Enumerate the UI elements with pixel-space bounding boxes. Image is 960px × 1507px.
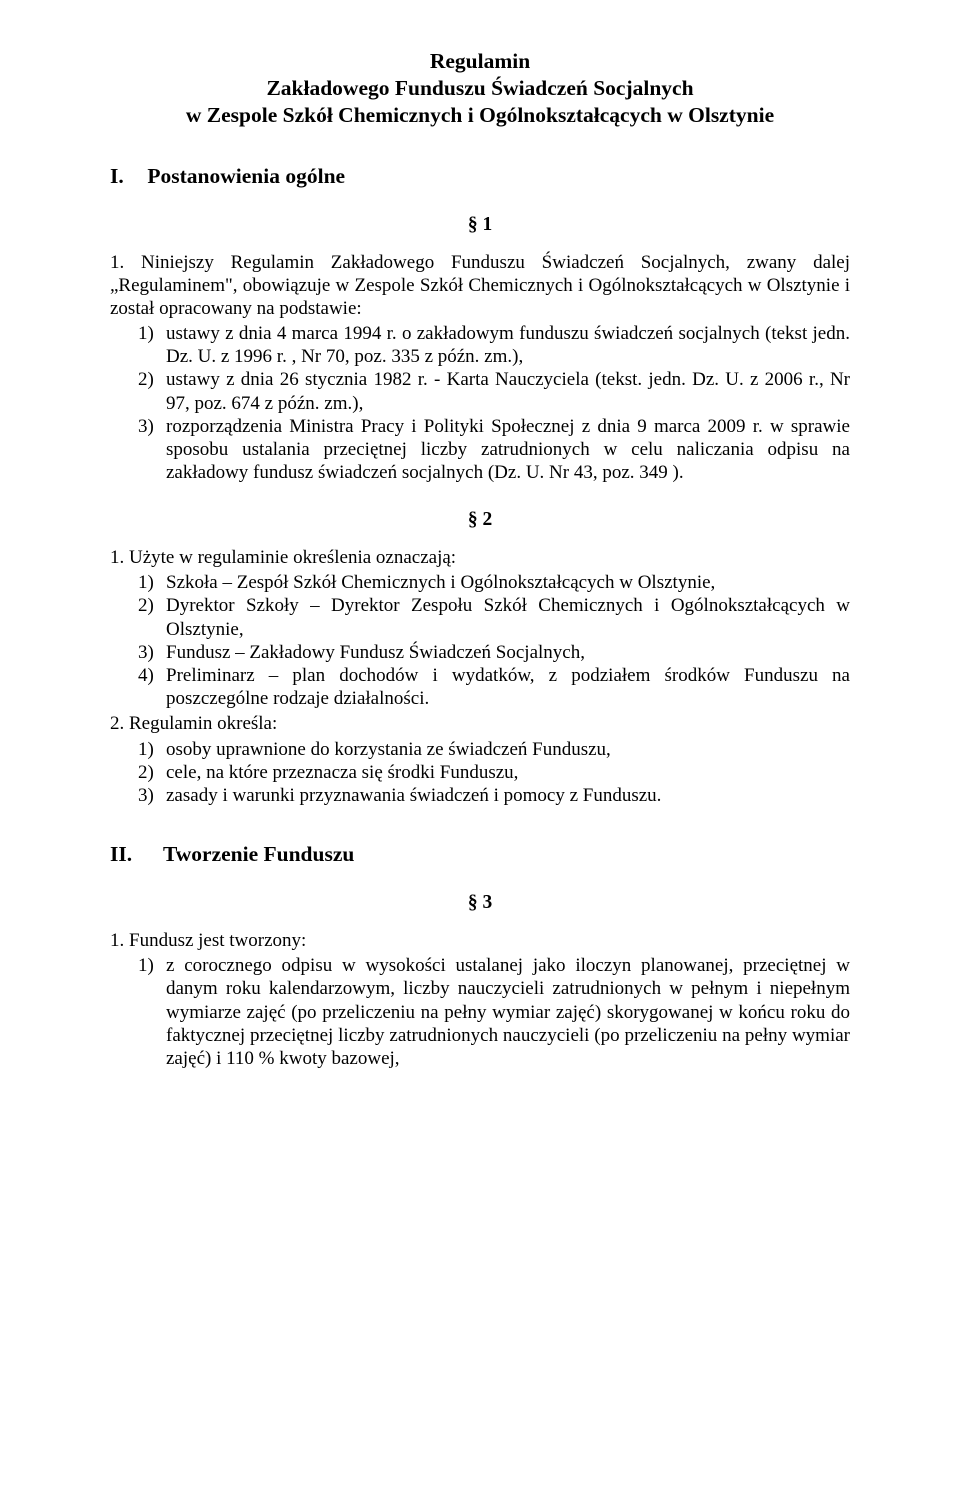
item-number: 2) (138, 761, 166, 784)
list-item: 1) z corocznego odpisu w wysokości ustal… (138, 954, 850, 1070)
item-text: ustawy z dnia 26 stycznia 1982 r. - Kart… (166, 368, 850, 414)
sec2-g1-list: 1) Szkoła – Zespół Szkół Chemicznych i O… (110, 571, 850, 710)
section-1-text: Postanowienia ogólne (147, 164, 345, 188)
item-number: 1) (138, 954, 166, 1070)
item-text: Fundusz – Zakładowy Fundusz Świadczeń So… (166, 641, 850, 664)
item-text: ustawy z dnia 4 marca 1994 r. o zakładow… (166, 322, 850, 368)
section-2-heading: II. Tworzenie Funduszu (110, 841, 850, 867)
item-number: 3) (138, 641, 166, 664)
item-text: osoby uprawnione do korzystania ze świad… (166, 738, 850, 761)
list-item: 3) zasady i warunki przyznawania świadcz… (138, 784, 850, 807)
sec3-lead: 1. Fundusz jest tworzony: (110, 929, 850, 952)
list-item: 1) ustawy z dnia 4 marca 1994 r. o zakła… (138, 322, 850, 368)
paragraph-1-number: § 1 (110, 213, 850, 237)
sec2-g1-lead: 1. Użyte w regulaminie określenia oznacz… (110, 546, 850, 569)
item-number: 4) (138, 664, 166, 710)
title-line-2: Zakładowego Funduszu Świadczeń Socjalnyc… (110, 75, 850, 102)
paragraph-3-number: § 3 (110, 891, 850, 915)
item-text: Szkoła – Zespół Szkół Chemicznych i Ogól… (166, 571, 850, 594)
sec2-block: 1. Użyte w regulaminie określenia oznacz… (110, 546, 850, 807)
item-number: 1) (138, 322, 166, 368)
sec1-list: 1) ustawy z dnia 4 marca 1994 r. o zakła… (110, 322, 850, 484)
item-number: 1) (138, 571, 166, 594)
paragraph-2-number: § 2 (110, 508, 850, 532)
sec3-list: 1) z corocznego odpisu w wysokości ustal… (110, 954, 850, 1070)
title-line-3: w Zespole Szkół Chemicznych i Ogólnokszt… (110, 102, 850, 129)
item-text: zasady i warunki przyznawania świadczeń … (166, 784, 850, 807)
item-text: Dyrektor Szkoły – Dyrektor Zespołu Szkół… (166, 594, 850, 640)
item-text: Preliminarz – plan dochodów i wydatków, … (166, 664, 850, 710)
item-text: z corocznego odpisu w wysokości ustalane… (166, 954, 850, 1070)
sec2-g2-list: 1) osoby uprawnione do korzystania ze św… (110, 738, 850, 808)
sec2-g2-lead: 2. Regulamin określa: (110, 712, 850, 735)
item-number: 3) (138, 415, 166, 485)
list-item: 2) cele, na które przeznacza się środki … (138, 761, 850, 784)
document-title: Regulamin Zakładowego Funduszu Świadczeń… (110, 48, 850, 129)
list-item: 1) osoby uprawnione do korzystania ze św… (138, 738, 850, 761)
section-2-roman: II. (110, 841, 158, 867)
list-item: 3) Fundusz – Zakładowy Fundusz Świadczeń… (138, 641, 850, 664)
item-number: 2) (138, 368, 166, 414)
section-1-heading: I. Postanowienia ogólne (110, 163, 850, 189)
section-2-text: Tworzenie Funduszu (163, 842, 354, 866)
list-item: 1) Szkoła – Zespół Szkół Chemicznych i O… (138, 571, 850, 594)
item-number: 3) (138, 784, 166, 807)
list-item: 4) Preliminarz – plan dochodów i wydatkó… (138, 664, 850, 710)
sec1-lead: 1. Niniejszy Regulamin Zakładowego Fundu… (110, 251, 850, 321)
sec2-group-1: 1. Użyte w regulaminie określenia oznacz… (110, 546, 850, 710)
title-line-1: Regulamin (110, 48, 850, 75)
item-text: rozporządzenia Ministra Pracy i Polityki… (166, 415, 850, 485)
section-1-roman: I. (110, 163, 142, 189)
list-item: 2) ustawy z dnia 26 stycznia 1982 r. - K… (138, 368, 850, 414)
list-item: 2) Dyrektor Szkoły – Dyrektor Zespołu Sz… (138, 594, 850, 640)
item-number: 1) (138, 738, 166, 761)
sec2-group-2: 2. Regulamin określa: 1) osoby uprawnion… (110, 712, 850, 807)
item-number: 2) (138, 594, 166, 640)
item-text: cele, na które przeznacza się środki Fun… (166, 761, 850, 784)
list-item: 3) rozporządzenia Ministra Pracy i Polit… (138, 415, 850, 485)
document-page: Regulamin Zakładowego Funduszu Świadczeń… (0, 0, 960, 1507)
